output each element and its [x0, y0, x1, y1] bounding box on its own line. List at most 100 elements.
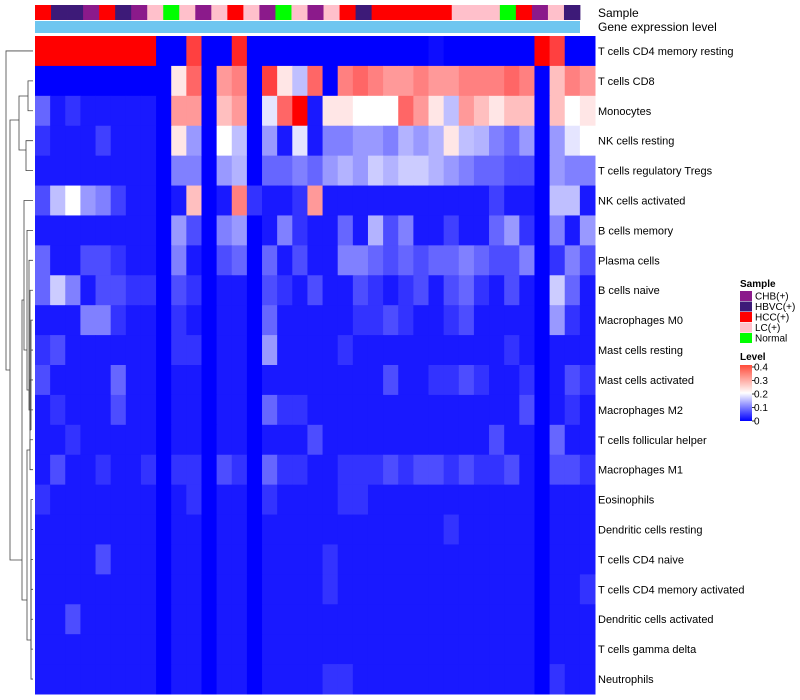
heatmap-cell — [367, 544, 384, 575]
heatmap-cell — [140, 65, 157, 97]
heatmap-cell — [231, 424, 248, 456]
heatmap-cell — [156, 65, 172, 97]
dendrogram-branch — [26, 230, 33, 391]
heatmap-cell — [216, 275, 233, 306]
heatmap-cell — [322, 484, 339, 516]
heatmap-cell — [367, 454, 384, 486]
heatmap-cell — [473, 514, 490, 545]
sample-annotation-cell — [179, 5, 196, 20]
heatmap-cell — [186, 634, 202, 665]
heatmap-cell — [35, 454, 51, 486]
heatmap-cell — [65, 335, 81, 366]
heatmap-cell — [443, 484, 460, 516]
heatmap-cell — [549, 484, 566, 516]
heatmap-cell — [367, 484, 384, 516]
heatmap-cell — [428, 544, 445, 575]
heatmap-cell — [186, 574, 202, 605]
heatmap-cell — [246, 365, 263, 396]
heatmap-cell — [110, 484, 127, 516]
heatmap-cell — [413, 36, 430, 67]
heatmap-cell — [231, 514, 248, 545]
heatmap-cell — [519, 634, 535, 665]
heatmap-cell — [186, 335, 202, 366]
heatmap-cell — [95, 664, 112, 695]
heatmap-cell — [292, 245, 308, 276]
heatmap-cell — [383, 185, 399, 216]
heatmap-cell — [125, 365, 142, 396]
heatmap-cell — [413, 275, 430, 306]
heatmap-cell — [171, 275, 187, 306]
heatmap-cell — [125, 245, 142, 276]
heatmap-cell — [519, 664, 535, 695]
sample-annotation-cell — [451, 5, 469, 20]
heatmap-cell — [367, 275, 384, 306]
heatmap-cell — [534, 574, 551, 605]
heatmap-cell — [140, 215, 157, 246]
heatmap-cell — [50, 185, 66, 216]
heatmap-cell — [262, 305, 278, 336]
heatmap-cell — [519, 604, 535, 635]
heatmap-cell — [413, 394, 430, 426]
dendrogram-branch — [27, 80, 33, 112]
heatmap-cell — [564, 634, 581, 665]
heatmap-cell — [458, 215, 475, 246]
heatmap-cell — [156, 215, 172, 246]
heatmap-cell — [519, 275, 535, 306]
sample-annotation-cell — [371, 5, 389, 20]
sample-legend-label: HCC(+) — [755, 313, 789, 324]
heatmap-cell — [231, 544, 248, 575]
heatmap-cell — [201, 125, 218, 157]
heatmap-cell — [110, 514, 127, 545]
heatmap-cell — [186, 305, 202, 336]
heatmap-cell — [65, 634, 81, 665]
heatmap-cell — [564, 305, 581, 336]
heatmap-cell — [201, 275, 218, 306]
heatmap-cell — [504, 574, 520, 605]
heatmap-cell — [458, 185, 475, 216]
heatmap-cell — [367, 514, 384, 545]
heatmap-cell — [579, 245, 596, 276]
heatmap-cell — [579, 514, 596, 545]
heatmap-cell — [307, 365, 324, 396]
heatmap-cell — [579, 335, 596, 366]
heatmap-cell — [201, 245, 218, 276]
sample-annotation-cell — [307, 5, 324, 20]
heatmap-cell — [307, 514, 324, 545]
heatmap-cell — [171, 215, 187, 246]
heatmap-cell — [307, 335, 324, 366]
heatmap-cell — [35, 604, 51, 635]
heatmap-cell — [458, 125, 475, 157]
heatmap-cell — [443, 245, 460, 276]
heatmap-cell — [398, 245, 414, 276]
heatmap-cell — [458, 424, 475, 456]
heatmap-cell — [80, 155, 97, 187]
sample-annotation-cell — [355, 5, 373, 20]
heatmap-cell — [579, 424, 596, 456]
heatmap-cell — [292, 65, 308, 97]
heatmap-cell — [549, 664, 566, 695]
heatmap-cell — [398, 155, 414, 187]
heatmap-cell — [125, 215, 142, 246]
heatmap-cell — [443, 634, 460, 665]
heatmap-cell — [383, 514, 399, 545]
heatmap-cell — [337, 365, 354, 396]
sample-legend-swatch — [740, 301, 752, 312]
heatmap-cell — [140, 155, 157, 187]
heatmap-cell — [80, 394, 97, 426]
heatmap-cells — [35, 36, 596, 695]
heatmap-cell — [428, 125, 445, 157]
heatmap-cell — [95, 275, 112, 306]
heatmap-cell — [95, 36, 112, 67]
heatmap-cell — [216, 424, 233, 456]
heatmap-cell — [80, 514, 97, 545]
heatmap-cell — [337, 125, 354, 157]
heatmap-cell — [337, 664, 354, 695]
heatmap-cell — [35, 245, 51, 276]
heatmap-cell — [413, 365, 430, 396]
heatmap-cell — [80, 335, 97, 366]
heatmap-cell — [337, 634, 354, 665]
heatmap-cell — [262, 215, 278, 246]
heatmap-cell — [352, 305, 369, 336]
sample-legend-label: Normal — [755, 334, 787, 345]
heatmap-cell — [504, 185, 520, 216]
